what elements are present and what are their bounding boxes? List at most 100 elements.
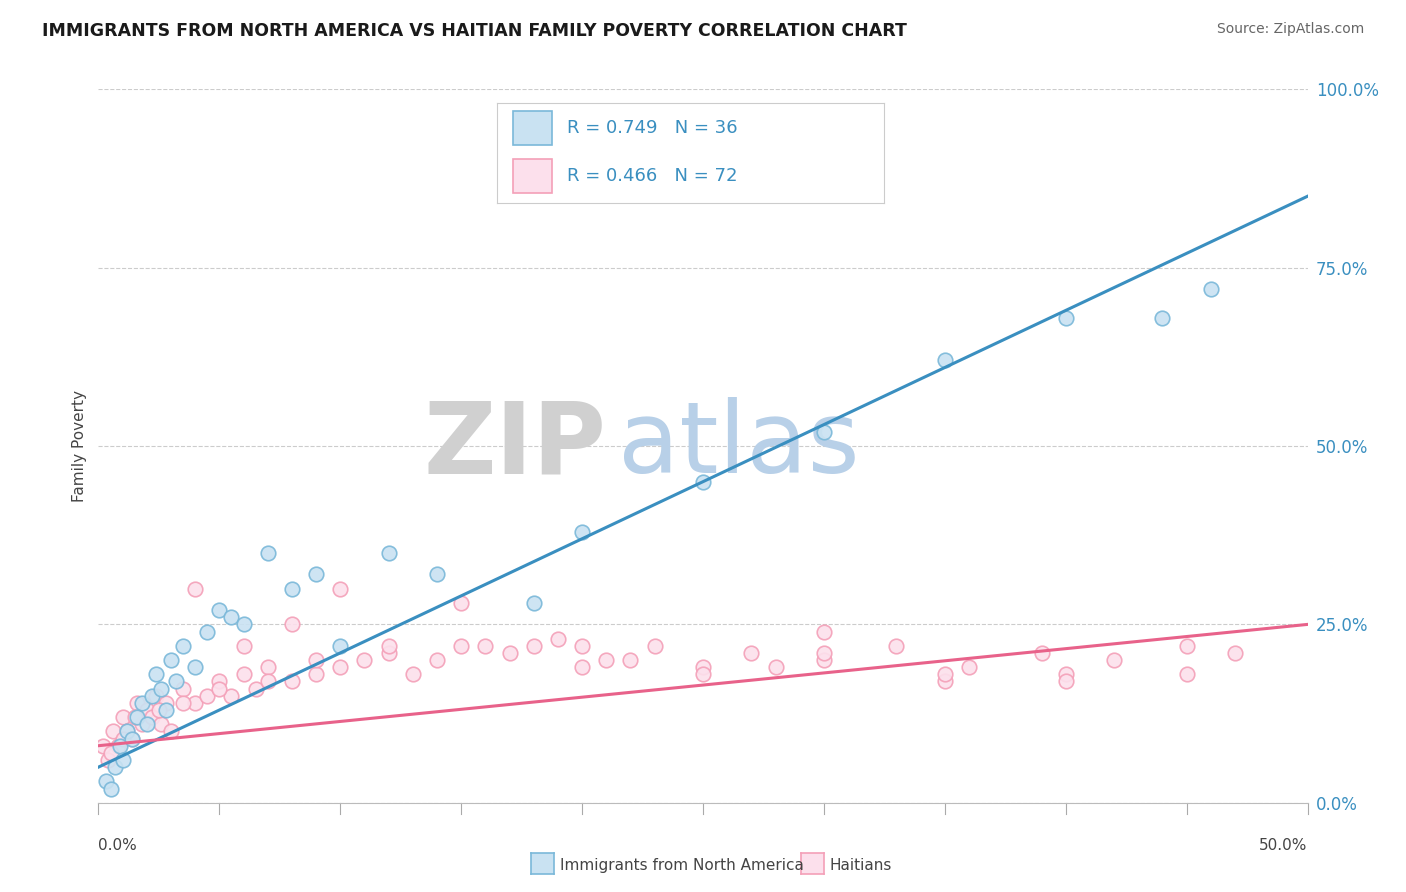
Point <box>150 681 173 696</box>
Point <box>619 653 641 667</box>
Point <box>148 703 170 717</box>
Point <box>184 660 207 674</box>
Point <box>281 582 304 596</box>
Point <box>256 660 278 674</box>
Point <box>107 739 129 753</box>
Point <box>256 674 278 689</box>
Point <box>1175 639 1198 653</box>
Point <box>523 596 546 610</box>
Point <box>377 646 399 660</box>
Point <box>571 524 593 539</box>
Point <box>117 724 139 739</box>
Point <box>692 660 714 674</box>
Point <box>329 639 352 653</box>
Point <box>141 710 163 724</box>
Point <box>547 632 569 646</box>
Point <box>121 731 143 746</box>
Point <box>934 667 956 681</box>
Point <box>740 646 762 660</box>
Point <box>172 696 194 710</box>
Point <box>957 660 980 674</box>
Point <box>208 674 231 689</box>
Point <box>1054 667 1077 681</box>
Point <box>305 667 328 681</box>
Point <box>195 624 218 639</box>
Text: Source: ZipAtlas.com: Source: ZipAtlas.com <box>1216 22 1364 37</box>
Point <box>692 475 714 489</box>
Point <box>150 717 173 731</box>
Point <box>450 639 472 653</box>
Point <box>160 724 183 739</box>
Point <box>245 681 267 696</box>
Point <box>813 653 835 667</box>
Point <box>305 567 328 582</box>
Point <box>221 610 243 624</box>
Point <box>100 781 122 796</box>
Point <box>353 653 375 667</box>
Point <box>571 639 593 653</box>
Text: ZIP: ZIP <box>423 398 606 494</box>
Point <box>1199 282 1222 296</box>
Text: IMMIGRANTS FROM NORTH AMERICA VS HAITIAN FAMILY POVERTY CORRELATION CHART: IMMIGRANTS FROM NORTH AMERICA VS HAITIAN… <box>42 22 907 40</box>
Y-axis label: Family Poverty: Family Poverty <box>72 390 87 502</box>
Point <box>131 696 153 710</box>
Point <box>127 696 149 710</box>
Point <box>184 582 207 596</box>
Point <box>305 653 328 667</box>
Point <box>127 710 149 724</box>
Point <box>131 717 153 731</box>
Point <box>1031 646 1053 660</box>
Point <box>232 639 254 653</box>
Point <box>886 639 908 653</box>
Point <box>765 660 787 674</box>
Point <box>135 703 157 717</box>
Point <box>97 753 120 767</box>
Point <box>934 353 956 368</box>
Point <box>450 596 472 610</box>
Point <box>474 639 496 653</box>
Point <box>1102 653 1125 667</box>
Point <box>117 724 139 739</box>
Point <box>281 674 304 689</box>
Point <box>813 624 835 639</box>
Point <box>523 639 546 653</box>
Point <box>329 660 352 674</box>
Point <box>1152 310 1174 325</box>
Point <box>195 689 218 703</box>
Point <box>145 689 167 703</box>
Point <box>256 546 278 560</box>
Point <box>160 653 183 667</box>
Point <box>208 603 231 617</box>
Point <box>1054 674 1077 689</box>
Point <box>108 739 131 753</box>
Point <box>121 731 143 746</box>
Point <box>135 717 157 731</box>
Point <box>1054 310 1077 325</box>
Point <box>184 696 207 710</box>
Point <box>644 639 666 653</box>
Point <box>232 667 254 681</box>
Point <box>91 739 114 753</box>
Point <box>232 617 254 632</box>
Point <box>124 710 146 724</box>
Point <box>104 760 127 774</box>
Point <box>571 660 593 674</box>
Point <box>595 653 617 667</box>
Point <box>100 746 122 760</box>
Point <box>145 667 167 681</box>
Point <box>155 696 177 710</box>
Point <box>155 703 177 717</box>
Point <box>426 567 449 582</box>
Point <box>111 753 134 767</box>
Point <box>208 681 231 696</box>
Text: 0.0%: 0.0% <box>98 838 138 854</box>
Point <box>813 646 835 660</box>
Point <box>221 689 243 703</box>
Point <box>165 674 187 689</box>
Point <box>377 546 399 560</box>
Point <box>172 681 194 696</box>
Text: Immigrants from North America: Immigrants from North America <box>560 858 803 872</box>
Point <box>402 667 425 681</box>
Point <box>692 667 714 681</box>
Point <box>1223 646 1246 660</box>
